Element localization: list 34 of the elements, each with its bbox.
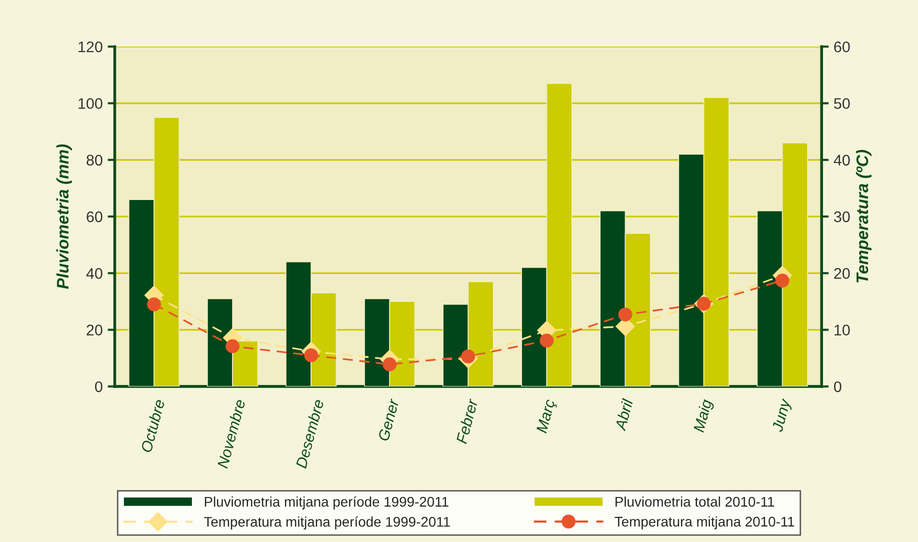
- point: [540, 334, 554, 348]
- legend-label: Pluviometria total 2010-11: [616, 496, 774, 507]
- x-tick-label: Gener: [378, 398, 400, 442]
- x-tick-label: Maig: [692, 398, 715, 434]
- y-tick-label: 40: [86, 268, 102, 279]
- point: [226, 339, 240, 354]
- y-tick-label: 20: [86, 324, 102, 336]
- y2-tick-label: 20: [834, 268, 850, 279]
- point: [775, 274, 790, 288]
- x-tick-label: Març: [536, 398, 558, 434]
- y2-tick-label: 0: [834, 381, 842, 392]
- y2-axis-title: Temperatura (ºC): [856, 150, 872, 282]
- point: [147, 297, 161, 312]
- x-tick-label: Octubre: [140, 398, 165, 453]
- x-tick-label: Febrer: [456, 398, 478, 444]
- legend-label: Temperatura mitjana període 1999-2011: [204, 516, 450, 530]
- point: [382, 357, 397, 372]
- y-tick-label: 100: [78, 98, 102, 109]
- y-tick-label: 60: [86, 211, 102, 222]
- point: [304, 348, 318, 362]
- y2-tick-label: 10: [834, 324, 850, 336]
- x-tick-label: Juny: [772, 398, 794, 434]
- y2-tick-label: 50: [834, 98, 850, 109]
- y2-tick-label: 60: [834, 41, 850, 52]
- legend-label: Temperatura mitjana 2010-11: [614, 516, 794, 530]
- legend-label: Pluviometria mitjana període 1999-2011: [204, 496, 448, 510]
- x-tick-label: Abril: [614, 398, 634, 432]
- y-axis-title: Pluviometria (mm): [56, 144, 72, 289]
- y-tick-label: 0: [95, 381, 102, 392]
- y-tick-label: 80: [86, 154, 102, 166]
- y-tick-label: 120: [78, 41, 102, 52]
- y2-tick-label: 40: [834, 154, 850, 166]
- point: [618, 308, 632, 322]
- y2-tick-label: 30: [834, 211, 850, 222]
